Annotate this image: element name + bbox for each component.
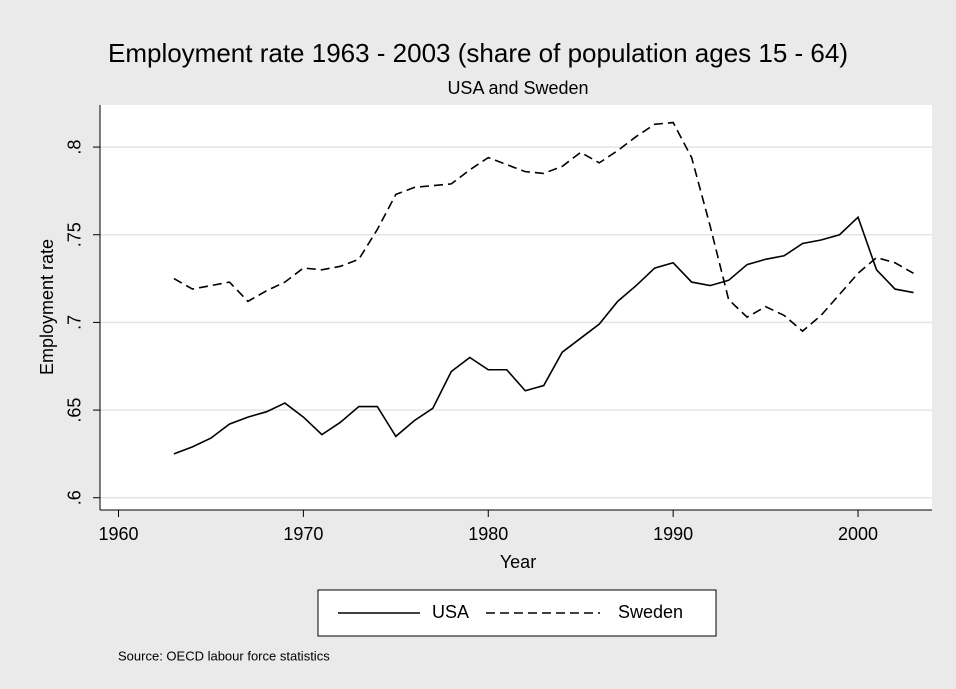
x-axis-label: Year [500,552,536,572]
x-tick-label: 1960 [98,524,138,544]
legend-label: Sweden [618,602,683,622]
series-line [173,121,914,333]
y-axis-label: Employment rate [37,239,57,375]
x-tick-label: 1990 [653,524,693,544]
x-tick-label: 2000 [838,524,878,544]
y-tick-label: .7 [65,315,85,330]
y-tick-label: .75 [65,222,85,247]
y-tick-label: .8 [65,140,85,155]
x-tick-label: 1980 [468,524,508,544]
legend-label: USA [432,602,469,622]
plot-area [100,105,932,510]
y-tick-label: .6 [65,490,85,505]
x-tick-label: 1970 [283,524,323,544]
chart-subtitle: USA and Sweden [447,78,588,98]
chart-title: Employment rate 1963 - 2003 (share of po… [108,38,848,68]
source-note: Source: OECD labour force statistics [118,648,330,663]
series-line [173,215,914,455]
y-tick-label: .65 [65,398,85,423]
